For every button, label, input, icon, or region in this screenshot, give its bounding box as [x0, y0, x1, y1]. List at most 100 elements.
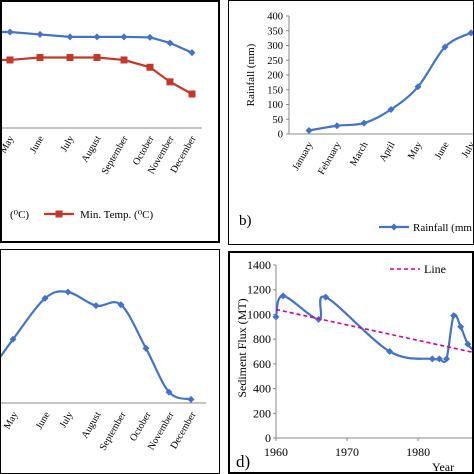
- series-b-point: [360, 119, 368, 127]
- series-c-point: [9, 335, 17, 343]
- x-tick-label-d: 1980: [406, 445, 430, 459]
- y-tick-label-b: 350: [267, 26, 283, 37]
- y-tick-label-b: 200: [267, 71, 283, 82]
- legend-a-label: Min. Temp. (⁰C): [80, 209, 153, 221]
- series-c-point: [187, 395, 195, 403]
- panel-b: 0 50 100 150 200 250 300 350 400 Rainfall (mm) Jan…: [228, 0, 474, 245]
- series-b-point: [387, 106, 395, 114]
- series-d-point: [464, 340, 472, 348]
- x-tick-label-a: May: [2, 134, 17, 155]
- x-tick-label-b: January: [291, 140, 316, 172]
- series-c-point: [92, 302, 100, 310]
- series-c-point: [165, 388, 173, 396]
- series-a-1-line: [2, 56, 193, 95]
- x-tick-label-d: 1970: [335, 445, 359, 459]
- series-d-point: [435, 355, 443, 363]
- series-d-trendline: [275, 308, 472, 353]
- y-tick-label-d: 0: [265, 431, 271, 445]
- legend-a-fragment: (⁰C): [10, 209, 29, 221]
- x-tick-label-c: June: [34, 410, 53, 432]
- series-b-point: [414, 83, 422, 91]
- y-tick-label-b: 150: [267, 85, 283, 96]
- x-tick-label-b: March: [348, 140, 371, 168]
- x-tick-label-c: July: [58, 410, 76, 430]
- series-d-line: [274, 294, 472, 364]
- series-a-0-point: [66, 33, 74, 41]
- series-d-point: [428, 355, 436, 363]
- legend-b-swatch-marker: [390, 223, 398, 231]
- y-tick-label-d: 600: [253, 357, 271, 371]
- y-tick-label-d: 1400: [247, 258, 271, 272]
- y-tick-label-b: 300: [267, 41, 283, 52]
- y-tick-label-d: 1000: [247, 307, 271, 321]
- series-c-point: [64, 288, 72, 296]
- x-tick-label-a: June: [28, 134, 47, 156]
- series-a-1-point: [66, 54, 74, 62]
- y-tick-label-d: 200: [253, 406, 271, 420]
- series-a-1-point: [93, 54, 101, 62]
- y-tick-label-b: 0: [278, 130, 283, 141]
- series-a-0-point: [93, 33, 101, 41]
- series-a-0-point: [188, 49, 196, 57]
- panel-c: May June July August September October Novembe…: [0, 249, 220, 474]
- x-tick-label-b: February: [316, 140, 344, 177]
- x-tick-label-d: 1960: [264, 445, 288, 459]
- x-tick-label-c: August: [80, 410, 104, 441]
- y-tick-label-d: 800: [253, 332, 271, 346]
- series-a-0-point: [166, 39, 174, 47]
- y-tick-label-b: 250: [267, 56, 283, 67]
- series-a-1-point: [188, 90, 196, 98]
- x-axis-title-d: Year: [432, 460, 454, 474]
- series-a-1-point: [120, 56, 128, 64]
- x-tick-label-b: July: [460, 140, 474, 160]
- series-b-line: [308, 30, 473, 132]
- x-tick-label-a: August: [80, 134, 104, 165]
- y-tick-label-d: 400: [253, 382, 271, 396]
- series-c-point: [117, 301, 125, 309]
- x-tick-label-b: June: [433, 140, 452, 162]
- series-a-1-point: [166, 78, 174, 86]
- x-tick-label-b: April: [378, 140, 398, 164]
- series-d-point: [322, 293, 330, 301]
- series-d-point: [272, 313, 280, 321]
- series-d-point: [457, 323, 465, 331]
- y-tick-label-b: 100: [267, 100, 283, 111]
- series-a-0-point: [6, 28, 14, 36]
- series-c-point: [41, 294, 49, 302]
- x-tick-label-a: September: [100, 133, 131, 176]
- legend-a-swatch-marker: [55, 210, 63, 218]
- y-tick-label-b: 400: [267, 12, 283, 23]
- x-tick-label-b: May: [406, 140, 425, 161]
- series-b-point: [467, 29, 473, 37]
- series-d-point: [279, 292, 287, 300]
- series-d-point: [471, 350, 472, 353]
- chart-d-svg: 0 200 400 600 800 1000 1200 1400 1960 1970 1980 Sed…: [235, 258, 472, 474]
- series-a-0-point: [146, 33, 154, 41]
- y-tick-label-d: 1200: [247, 283, 271, 297]
- series-a-0-point: [36, 30, 44, 38]
- chart-b-svg: 0 50 100 150 200 250 300 350 400 Rainfall (mm) Jan…: [239, 12, 474, 234]
- y-axis-title-d: Sediment Flux (MT): [235, 298, 249, 397]
- panel-label-d: d): [236, 452, 250, 471]
- series-b-point: [441, 43, 449, 51]
- y-tick-label-b: 50: [273, 115, 284, 126]
- series-d-point: [450, 312, 458, 320]
- series-d-point: [442, 355, 450, 363]
- panel-a: May June July August September October Novembe…: [0, 0, 220, 243]
- x-tick-label-c: May: [2, 410, 21, 431]
- panel-d: 0 200 400 600 800 1000 1200 1400 1960 1970 1980 Sed…: [228, 251, 474, 474]
- x-tick-label-a: July: [59, 134, 77, 154]
- series-a-1-point: [6, 56, 14, 64]
- series-a-0-point: [120, 33, 128, 41]
- panel-label-b: b): [239, 213, 252, 229]
- series-b-point: [305, 126, 313, 134]
- series-b-point: [333, 122, 341, 130]
- legend-b-label: Rainfall (mm: [413, 222, 472, 234]
- series-a-1-point: [36, 54, 44, 62]
- series-a-1-point: [146, 63, 154, 71]
- series-c-point: [142, 344, 150, 352]
- y-axis-title-b: Rainfall (mm): [245, 43, 257, 106]
- legend-d-label: Line: [424, 262, 446, 276]
